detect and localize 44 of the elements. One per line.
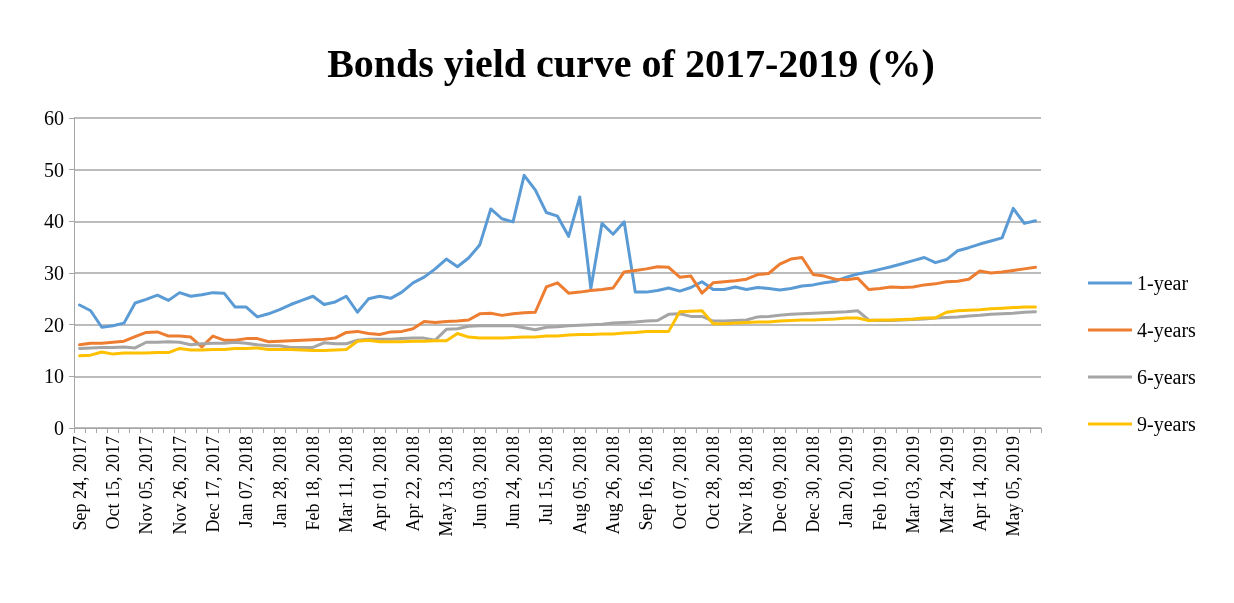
x-tick-label: Jan 28, 2018 <box>269 436 290 528</box>
legend-label: 6-years <box>1137 366 1197 389</box>
x-tick-label: Jun 24, 2018 <box>503 436 524 529</box>
x-tick-label: Apr 22, 2018 <box>403 436 424 532</box>
x-tick-label: Apr 14, 2019 <box>969 436 990 532</box>
x-tick-label: Nov 26, 2017 <box>169 436 190 535</box>
x-tick-label: May 13, 2018 <box>436 436 457 537</box>
x-tick-label: Feb 18, 2018 <box>302 436 323 531</box>
x-tick-label: May 05, 2019 <box>1003 436 1024 537</box>
x-tick-label: Jul 15, 2018 <box>536 436 557 525</box>
x-tick-label: Jan 20, 2019 <box>836 436 857 528</box>
line-series <box>78 173 1037 329</box>
y-tick-label: 20 <box>44 313 64 336</box>
x-tick-label: Nov 05, 2017 <box>136 436 157 535</box>
x-tick-label: Sep 24, 2017 <box>69 436 90 531</box>
x-tick-label: Aug 26, 2018 <box>603 436 624 535</box>
x-tick-label: Aug 05, 2018 <box>569 436 590 535</box>
chart-title: Bonds yield curve of 2017-2019 (%) <box>327 40 935 86</box>
x-tick-label: Dec 17, 2017 <box>202 436 223 533</box>
x-tick-label: Mar 24, 2019 <box>936 436 957 534</box>
x-tick-label: Jan 07, 2018 <box>236 436 257 528</box>
x-tick-label: Oct 28, 2018 <box>703 436 724 530</box>
legend-label: 9-years <box>1137 413 1197 436</box>
x-tick-label: Dec 30, 2018 <box>803 436 824 533</box>
x-tick-label: Sep 16, 2018 <box>636 436 657 531</box>
x-tick-label: Mar 11, 2018 <box>336 436 357 533</box>
x-tick-label: Nov 18, 2018 <box>736 436 757 535</box>
x-tick-label: Feb 10, 2019 <box>869 436 890 531</box>
x-tick-label: Mar 03, 2019 <box>903 436 924 534</box>
line-series <box>78 305 1037 358</box>
y-tick-label: 0 <box>54 417 64 439</box>
y-tick-label: 60 <box>44 107 64 129</box>
legend-label: 1-year <box>1137 272 1189 295</box>
line-series <box>78 256 1037 349</box>
y-tick-label: 50 <box>44 158 64 181</box>
y-tick-label: 30 <box>44 262 64 284</box>
y-tick-label: 40 <box>44 210 64 233</box>
x-tick-label: Apr 01, 2018 <box>369 436 390 532</box>
y-tick-label: 10 <box>44 365 64 388</box>
x-tick-label: Dec 09, 2018 <box>769 436 790 533</box>
x-tick-label: Oct 07, 2018 <box>669 436 690 530</box>
x-tick-label: Oct 15, 2017 <box>102 436 123 530</box>
legend-label: 4-years <box>1137 319 1197 342</box>
x-tick-label: Jun 03, 2018 <box>469 436 490 529</box>
